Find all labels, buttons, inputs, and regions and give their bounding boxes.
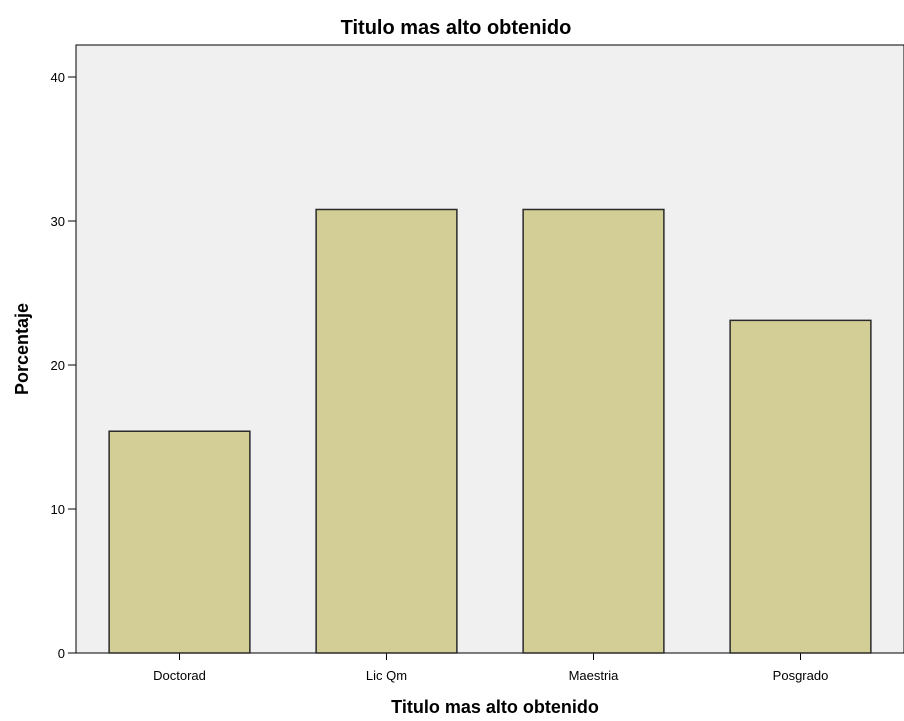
chart-title: Titulo mas alto obtenido bbox=[341, 17, 572, 39]
y-tick-label: 10 bbox=[51, 502, 65, 517]
y-tick-label: 30 bbox=[51, 214, 65, 229]
y-tick-label: 20 bbox=[51, 358, 65, 373]
bar-posgrado bbox=[729, 319, 872, 654]
x-tick-label: Posgrado bbox=[773, 668, 829, 683]
bar-series bbox=[108, 208, 872, 654]
y-tick-label: 0 bbox=[58, 646, 65, 661]
x-axis: Doctorad Lic Qm Maestria Posgrado bbox=[153, 653, 828, 683]
x-tick-label: Lic Qm bbox=[366, 668, 407, 683]
y-tick-label: 40 bbox=[51, 70, 65, 85]
x-tick-label: Maestria bbox=[569, 668, 620, 683]
bar-maestria bbox=[522, 208, 665, 654]
bar-doctorad bbox=[108, 430, 251, 654]
x-axis-label: Titulo mas alto obtenido bbox=[391, 697, 599, 717]
y-axis-label: Porcentaje bbox=[12, 303, 32, 395]
y-axis: 0 10 20 30 40 bbox=[51, 70, 76, 661]
x-tick-label: Doctorad bbox=[153, 668, 206, 683]
bar-lic-qm bbox=[315, 208, 458, 654]
